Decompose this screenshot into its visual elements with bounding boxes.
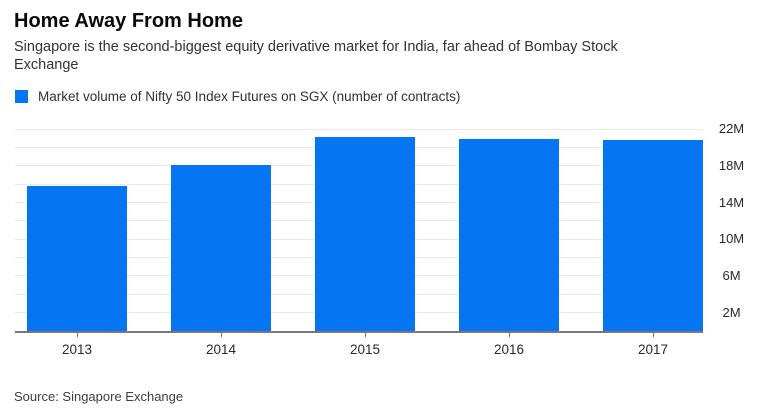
x-axis-label: 2017 [637, 342, 669, 357]
bar-2013 [27, 186, 127, 331]
plot-area [15, 120, 703, 333]
x-axis-tick [77, 333, 78, 337]
x-axis-label: 2015 [349, 342, 381, 357]
x-axis-label: 2014 [205, 342, 237, 357]
y-axis-label: 2M [722, 304, 741, 320]
legend-swatch-icon [15, 90, 28, 103]
bar-2017 [603, 140, 703, 331]
y-axis-label: 18M [718, 157, 745, 173]
x-axis-tick [509, 333, 510, 337]
gridline [15, 128, 703, 130]
x-axis-tick [221, 333, 222, 337]
bar-2015 [315, 137, 415, 331]
x-axis-tick [653, 333, 654, 337]
y-axis-label: 22M [718, 121, 745, 137]
x-axis-tick [365, 333, 366, 337]
bar-2016 [459, 139, 559, 331]
legend-label: Market volume of Nifty 50 Index Futures … [38, 89, 461, 104]
x-axis-label: 2013 [61, 342, 93, 357]
chart-title: Home Away From Home [14, 10, 243, 32]
source-note: Source: Singapore Exchange [14, 389, 184, 404]
y-axis-label: 6M [722, 267, 741, 283]
legend: Market volume of Nifty 50 Index Futures … [15, 89, 460, 104]
bar-2014 [171, 165, 271, 331]
chart-subtitle: Singapore is the second-biggest equity d… [14, 39, 618, 73]
x-axis-label: 2016 [493, 342, 525, 357]
y-axis-label: 14M [718, 194, 745, 210]
y-axis-label: 10M [718, 231, 745, 247]
